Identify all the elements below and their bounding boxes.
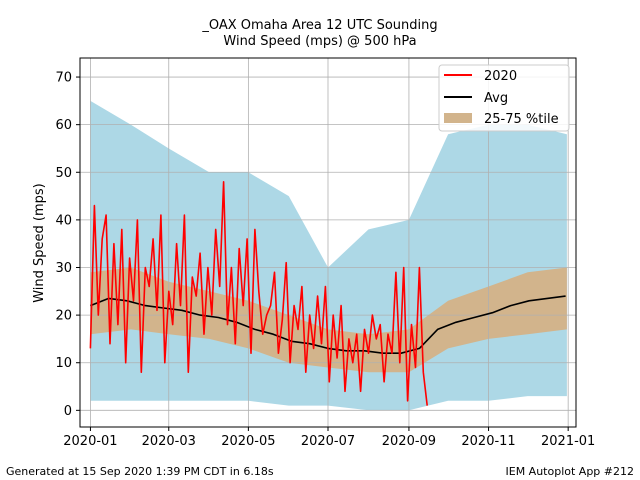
y-tick-label: 10 — [55, 356, 72, 371]
x-tick-label: 2020-03 — [142, 434, 196, 449]
plot-area: 0 10 20 30 40 50 60 70 2020-01 2020-03 2020-05 2020… — [55, 57, 595, 449]
legend-swatch-iqr — [444, 113, 472, 123]
legend: 2020 Avg 25-75 %tile — [438, 64, 570, 132]
x-tick-label: 2020-07 — [301, 434, 355, 449]
y-tick-label: 40 — [55, 213, 72, 228]
footer-app: IEM Autoplot App #212 — [506, 465, 635, 478]
legend-label-iqr: 25-75 %tile — [484, 112, 559, 127]
y-tick-label: 60 — [55, 118, 72, 133]
y-tick-label: 0 — [64, 404, 72, 419]
y-tick-label: 50 — [55, 166, 72, 181]
footer-generated: Generated at 15 Sep 2020 1:39 PM CDT in … — [6, 465, 274, 478]
legend-label-avg: Avg — [484, 91, 508, 106]
y-tick-label: 30 — [55, 261, 72, 276]
x-tick-label: 2021-01 — [541, 434, 595, 449]
y-tick-label: 20 — [55, 309, 72, 324]
x-tick-label: 2020-05 — [221, 434, 275, 449]
chart-title: _OAX Omaha Area 12 UTC Sounding — [201, 18, 437, 33]
chart-subtitle: Wind Speed (mps) @ 500 hPa — [223, 34, 416, 49]
series-2020-line — [89, 181, 428, 406]
y-tick-label: 70 — [55, 71, 72, 86]
legend-label-2020: 2020 — [484, 69, 517, 84]
y-axis-label: Wind Speed (mps) — [32, 183, 47, 303]
x-tick-label: 2020-09 — [382, 434, 436, 449]
x-tick-label: 2020-11 — [461, 434, 515, 449]
x-tick-label: 2020-01 — [63, 434, 117, 449]
